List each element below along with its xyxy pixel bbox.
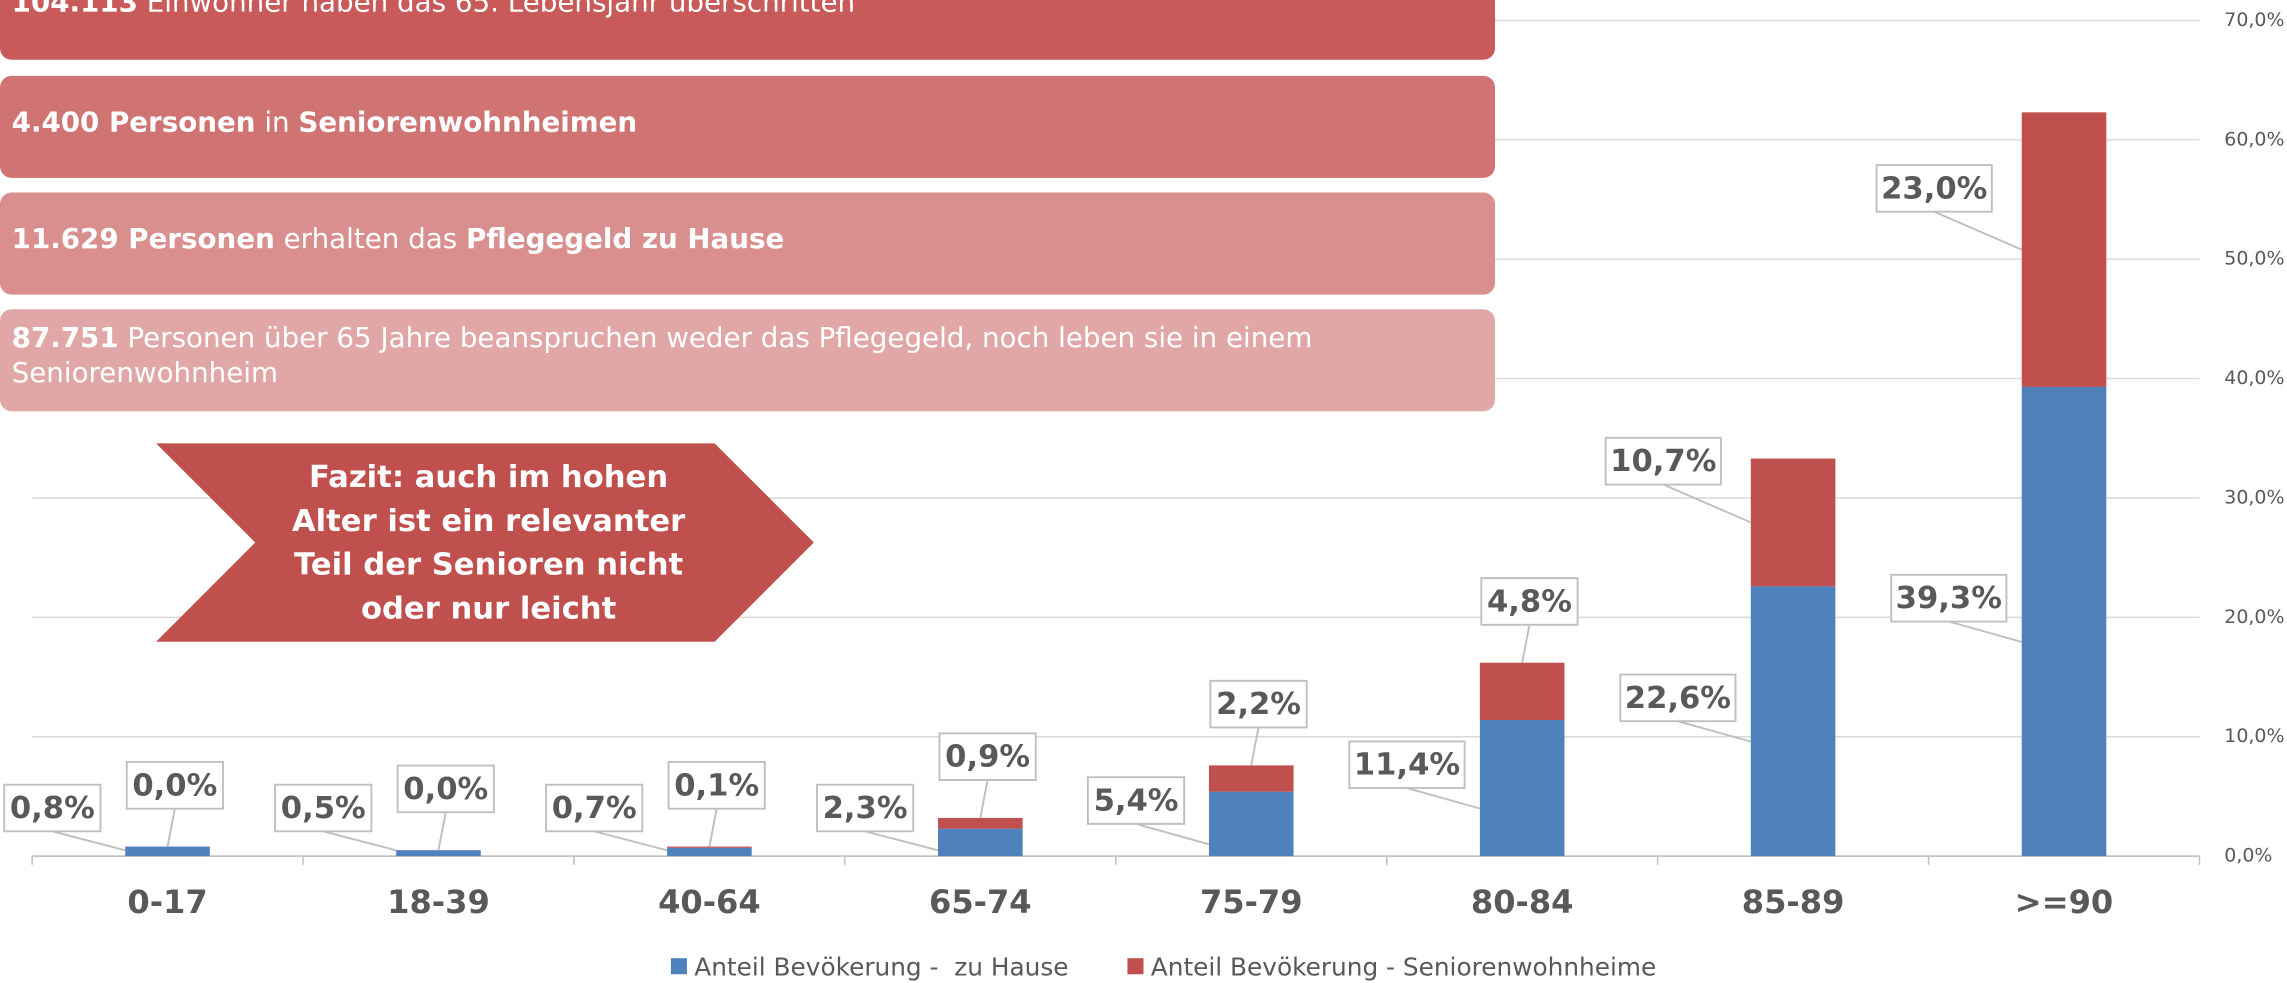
- bar: [1479, 662, 1565, 721]
- data-label: 0,0%: [403, 772, 488, 807]
- panel-segment: in: [255, 106, 299, 139]
- panel-segment: Personen über 65 Jahre beanspruchen wede…: [11, 322, 1313, 390]
- panel-segment: 4.400 Personen: [11, 106, 256, 139]
- bar: [2021, 112, 2107, 387]
- data-label: 0,5%: [281, 791, 366, 826]
- label-box: [816, 783, 939, 852]
- bar: [1750, 586, 1836, 857]
- data-label: 0,0%: [132, 768, 217, 803]
- panel-segment: Einwohner haben das 65. Lebensjahr übers…: [137, 0, 856, 19]
- panel-text: 87.751 Personen über 65 Jahre beanspruch…: [12, 321, 1325, 391]
- panel-text: 11.629 Personen erhalten das Pflegegeld …: [12, 222, 1325, 257]
- data-label: 11,4%: [1354, 748, 1460, 783]
- panel-text: 104.113 Einwohner haben das 65. Lebensja…: [12, 0, 1325, 20]
- panel-segment: 87.751: [11, 322, 119, 355]
- label-box: [274, 783, 397, 852]
- label-box: [545, 783, 668, 852]
- panel-text: 4.400 Personen in Seniorenwohnheimen: [12, 105, 1325, 140]
- data-label: 39,3%: [1896, 581, 2002, 616]
- data-label: 2,3%: [823, 791, 908, 826]
- data-label: 10,7%: [1610, 444, 1716, 479]
- bar: [1750, 458, 1836, 587]
- y-tick-label: 60,0%: [2224, 128, 2284, 150]
- label-box: [1480, 577, 1579, 663]
- data-label: 0,9%: [945, 740, 1030, 775]
- x-tick-label: 75-79: [1200, 883, 1303, 921]
- legend-swatch: [670, 958, 687, 975]
- bar: [396, 850, 481, 857]
- x-tick-label: 85-89: [1742, 883, 1845, 921]
- label-box: [1348, 740, 1481, 810]
- panel-segment: 104.113: [11, 0, 138, 19]
- data-label: 0,1%: [674, 768, 759, 803]
- label-box: [1619, 673, 1752, 743]
- label-box: [396, 764, 495, 851]
- x-tick-label: 40-64: [658, 883, 761, 921]
- label-box: [1086, 776, 1210, 846]
- info-panel-text: 87.751 Personen über 65 Jahre beanspruch…: [12, 321, 1325, 391]
- x-tick-label: >=90: [2015, 883, 2113, 921]
- y-tick-label: 0,0%: [2224, 845, 2272, 867]
- y-tick-label: 70,0%: [2224, 9, 2284, 31]
- legend-label: Anteil Bevökerung - zu Hause: [694, 952, 1068, 981]
- data-label: 0,8%: [10, 791, 95, 826]
- bar: [938, 828, 1023, 857]
- info-panel-text: 11.629 Personen erhalten das Pflegegeld …: [12, 222, 1325, 257]
- y-tick-label: 50,0%: [2224, 248, 2284, 270]
- bar: [1208, 791, 1294, 857]
- x-tick-label: 80-84: [1471, 883, 1574, 921]
- bar: [1479, 720, 1565, 857]
- data-label: 5,4%: [1094, 784, 1179, 819]
- data-label: 0,7%: [552, 791, 637, 826]
- info-panel: [0, 309, 1496, 412]
- label-box: [1890, 573, 2022, 643]
- label-box: [1875, 164, 2023, 251]
- y-tick-label: 40,0%: [2224, 367, 2284, 389]
- x-tick-label: 65-74: [929, 883, 1032, 921]
- data-label: 2,2%: [1216, 687, 1301, 722]
- bar: [2021, 386, 2107, 857]
- bar: [938, 817, 1023, 829]
- panel-segment: 11.629 Personen: [11, 223, 275, 256]
- legend-label: Anteil Bevökerung - Seniorenwohnheime: [1151, 952, 1656, 981]
- bar: [667, 846, 752, 848]
- callout-text: Fazit: auch im hohen Alter ist ein relev…: [291, 459, 686, 637]
- bar: [1208, 765, 1294, 792]
- data-label: 4,8%: [1487, 584, 1572, 619]
- y-tick-label: 30,0%: [2224, 486, 2284, 508]
- callout-label: Fazit: auch im hohen Alter ist ein relev…: [291, 459, 686, 637]
- data-label: 22,6%: [1625, 681, 1731, 716]
- legend-swatch: [1127, 958, 1144, 975]
- info-panel: [0, 192, 1496, 295]
- info-panel-text: 104.113 Einwohner haben das 65. Lebensja…: [12, 0, 1325, 20]
- bar: [667, 847, 752, 857]
- data-label: 23,0%: [1881, 171, 1987, 206]
- info-panel: [0, 0, 1496, 60]
- y-tick-label: 10,0%: [2224, 725, 2284, 747]
- label-box: [1604, 436, 1752, 524]
- x-tick-label: 18-39: [387, 883, 490, 921]
- info-panel-text: 4.400 Personen in Seniorenwohnheimen: [12, 105, 1325, 140]
- panel-segment: Seniorenwohnheimen: [298, 106, 638, 139]
- info-panel: [0, 75, 1496, 178]
- label-box: [938, 732, 1037, 819]
- label-box: [3, 783, 126, 852]
- label-box: [667, 761, 766, 847]
- callout-arrow: [156, 443, 814, 642]
- y-tick-label: 20,0%: [2224, 606, 2284, 628]
- bar: [125, 846, 210, 857]
- panel-segment: Pflegegeld zu Hause: [465, 223, 785, 256]
- label-box: [125, 761, 224, 847]
- panel-segment: erhalten das: [274, 223, 466, 256]
- x-tick-label: 0-17: [127, 883, 207, 921]
- label-box: [1209, 679, 1308, 766]
